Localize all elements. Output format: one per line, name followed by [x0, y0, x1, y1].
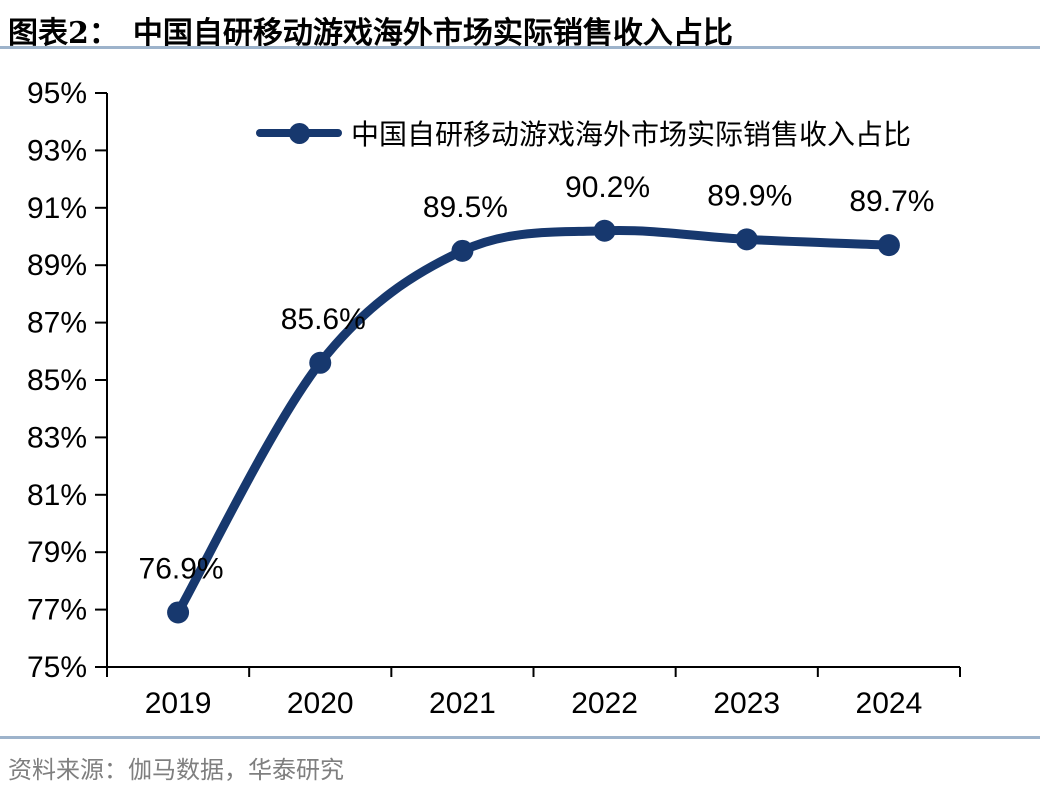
x-tick-label: 2022: [571, 687, 638, 720]
y-tick-label: 75%: [27, 651, 87, 684]
x-tick-label: 2021: [429, 687, 496, 720]
data-point: [309, 351, 332, 374]
y-tick-label: 79%: [27, 536, 87, 569]
x-tick-label: 2019: [145, 687, 212, 720]
data-label: 85.6%: [281, 303, 366, 336]
data-label: 89.9%: [707, 179, 792, 212]
y-tick-label: 81%: [27, 479, 87, 512]
legend-line-marker-icon: [256, 122, 342, 144]
legend-series-label: 中国自研移动游戏海外市场实际销售收入占比: [351, 119, 912, 150]
data-label: 89.7%: [849, 185, 934, 218]
source-note: 资料来源：伽马数据，华泰研究: [8, 756, 344, 784]
chart-legend: 中国自研移动游戏海外市场实际销售收入占比: [256, 113, 911, 153]
x-tick-label: 2020: [287, 687, 354, 720]
data-point: [451, 239, 474, 262]
chart-figure-title: 图表2： 中国自研移动游戏海外市场实际销售收入占比: [8, 8, 1032, 52]
data-point: [735, 228, 758, 251]
x-tick-label: 2023: [713, 687, 780, 720]
figure-number-label: 图表2：: [8, 16, 119, 51]
data-label: 90.2%: [565, 171, 650, 204]
y-tick-label: 93%: [27, 134, 87, 167]
y-tick-label: 91%: [27, 192, 87, 225]
y-tick-label: 87%: [27, 307, 87, 340]
series-line: [173, 225, 894, 617]
data-point: [167, 601, 190, 624]
data-point: [877, 234, 900, 257]
footer-divider-line: [0, 736, 1040, 739]
title-divider-line: [0, 46, 1040, 49]
page-title: 中国自研移动游戏海外市场实际销售收入占比: [132, 16, 733, 51]
data-label: 76.9%: [139, 552, 224, 585]
y-tick-label: 95%: [27, 77, 87, 110]
legend-dot-icon: [288, 122, 310, 144]
y-tick-label: 89%: [27, 249, 87, 282]
x-tick-label: 2024: [856, 687, 923, 720]
y-tick-label: 83%: [27, 421, 87, 454]
data-point: [593, 219, 616, 242]
y-tick-label: 77%: [27, 594, 87, 627]
data-label: 89.5%: [423, 191, 508, 224]
y-tick-label: 85%: [27, 364, 87, 397]
